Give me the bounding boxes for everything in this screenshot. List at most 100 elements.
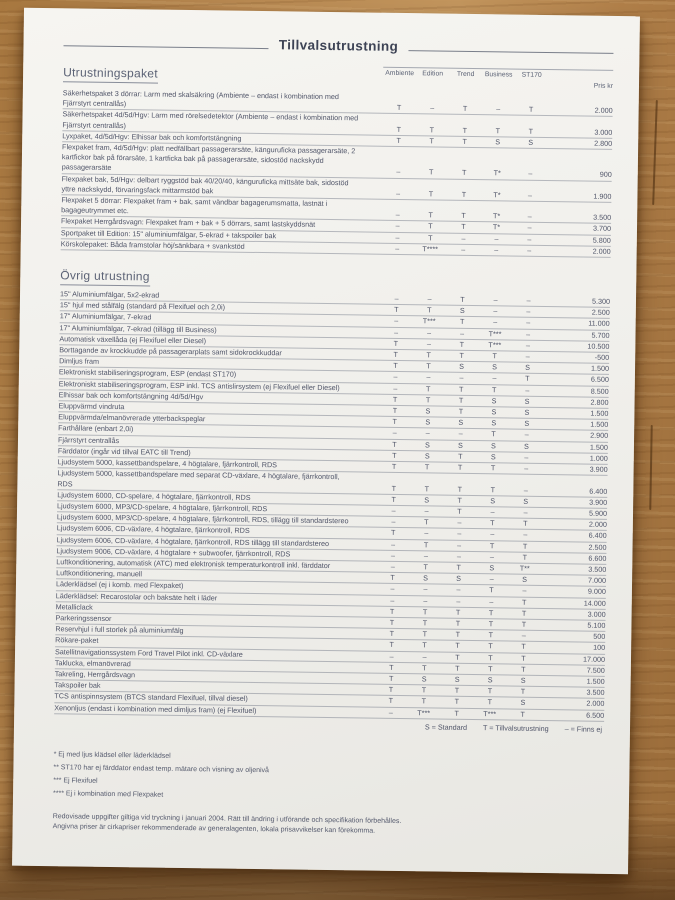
availability-cell: – <box>423 595 428 605</box>
availability-cell: T <box>389 606 395 616</box>
availability-cell: T <box>489 540 495 550</box>
price-cell: 5.800 <box>592 235 611 245</box>
availability-cell: T <box>521 664 526 674</box>
availability-cell: – <box>523 507 528 517</box>
availability-cell: T <box>428 210 433 220</box>
availability-cell: – <box>525 351 530 361</box>
price-cell: 2.500 <box>588 542 607 552</box>
availability-cell: T <box>424 483 430 493</box>
price-cell: 9.000 <box>587 586 606 597</box>
availability-cell: – <box>390 550 395 560</box>
availability-cell: – <box>390 595 395 605</box>
price-cell: 2.000 <box>592 246 611 256</box>
title-rule-right <box>408 50 614 54</box>
availability-cell: T* <box>493 190 501 200</box>
availability-cell: T <box>391 483 397 493</box>
trim-column-headers: Ambiente Edition Trend Business ST170 <box>383 70 548 79</box>
availability-cell: – <box>489 574 494 584</box>
availability-cell: T <box>424 462 430 472</box>
availability-cell: T <box>495 125 501 135</box>
availability-cell: S <box>489 563 495 573</box>
price-cell: 1.500 <box>590 419 609 430</box>
availability-cell: T <box>425 395 431 405</box>
availability-cell: T*** <box>488 340 502 350</box>
availability-cell: T <box>428 189 434 199</box>
availability-cell: T <box>421 685 427 695</box>
availability-cell: – <box>392 428 397 438</box>
title-rule-left <box>63 45 269 50</box>
footnotes: * Ej med ljus klädsel eller läderklädsel… <box>53 748 604 808</box>
availability-cell: – <box>425 428 430 438</box>
availability-cell: – <box>526 318 531 328</box>
availability-cell: – <box>458 429 463 439</box>
availability-cell: T <box>389 629 395 639</box>
availability-cell: – <box>525 329 531 339</box>
availability-cell: – <box>426 372 431 382</box>
availability-cell: T <box>491 384 497 395</box>
availability-cell: T <box>454 685 460 695</box>
price-column-header: Pris kr <box>593 82 614 90</box>
availability-cell: S <box>424 495 430 505</box>
availability-cell: T <box>521 619 527 629</box>
availability-cell: T <box>393 349 398 360</box>
availability-cell: T <box>456 562 462 572</box>
price-cell: 5.900 <box>588 508 608 518</box>
availability-cell: T <box>422 640 427 650</box>
section-header-utrustningspaket: Utrustningspaket Ambiente Edition Trend Bus… <box>62 62 614 90</box>
availability-cell: – <box>524 463 529 473</box>
availability-cell: T <box>457 462 463 472</box>
price-cell: 6.500 <box>590 375 609 385</box>
availability-cell: – <box>457 517 462 527</box>
availability-cell: S <box>487 675 493 685</box>
availability-cell: T <box>426 361 431 371</box>
availability-cell: T <box>490 518 495 528</box>
availability-cell: – <box>426 339 431 349</box>
availability-cell: – <box>424 506 429 516</box>
legend-item: S = Standard <box>424 722 468 732</box>
availability-cell: – <box>422 651 427 661</box>
availability-cell: T* <box>492 222 501 232</box>
availability-cell: T <box>421 696 427 706</box>
price-cell: 5.100 <box>587 620 606 630</box>
availability-cell: S <box>459 306 465 316</box>
price-cell: 17.000 <box>582 654 606 664</box>
availability-cell: – <box>456 551 461 561</box>
availability-cell: – <box>494 245 499 255</box>
price-cell: 2.500 <box>591 307 610 318</box>
availability-cell: T <box>388 685 394 695</box>
availability-cell: – <box>527 190 533 200</box>
availability-cell: T <box>488 630 494 640</box>
price-cell: 3.500 <box>588 564 607 574</box>
column-headers: Ambiente Edition Trend Business ST170 Pris k… <box>382 66 614 90</box>
price-cell: 6.400 <box>589 486 608 496</box>
availability-cell: – <box>528 169 533 179</box>
availability-cell: T** <box>519 563 530 573</box>
availability-cell: S <box>423 573 429 583</box>
document-title-row: Tillvalsutrustning <box>63 34 614 57</box>
availability-cell: – <box>521 630 526 640</box>
availability-cell: – <box>426 328 432 338</box>
availability-cell: S <box>456 573 462 583</box>
availability-cell: S <box>522 574 528 584</box>
availability-cell: – <box>389 651 394 661</box>
availability-cell: T <box>461 211 466 221</box>
price-cell: 2.000 <box>586 698 605 709</box>
availability-cell: S <box>491 396 497 406</box>
row-label: Flexpaket 5 dörrar: Flexpaket fram + bak… <box>61 195 328 216</box>
availability-cell: – <box>394 316 399 326</box>
row-label: Flexpaket bak, 5d/Hgv: delbart ryggstöd … <box>61 173 349 196</box>
availability-cell: S <box>425 406 431 416</box>
availability-cell: T <box>423 562 429 572</box>
availability-cell: T <box>521 642 526 652</box>
availability-cell: T <box>428 221 433 231</box>
availability-cell: – <box>459 373 464 383</box>
price-cell: 900 <box>599 170 612 180</box>
row-label: Säkerhetspaket 4d/5d/Hgv: Larm med rörel… <box>62 109 359 130</box>
price-cell: 1.900 <box>593 191 612 201</box>
availability-cell: T <box>429 136 434 146</box>
availability-cell: T <box>520 686 526 696</box>
availability-cell: T <box>528 126 534 136</box>
availability-cell: – <box>456 585 461 595</box>
availability-cell: T <box>455 629 461 639</box>
availability-cell: T <box>392 417 398 427</box>
